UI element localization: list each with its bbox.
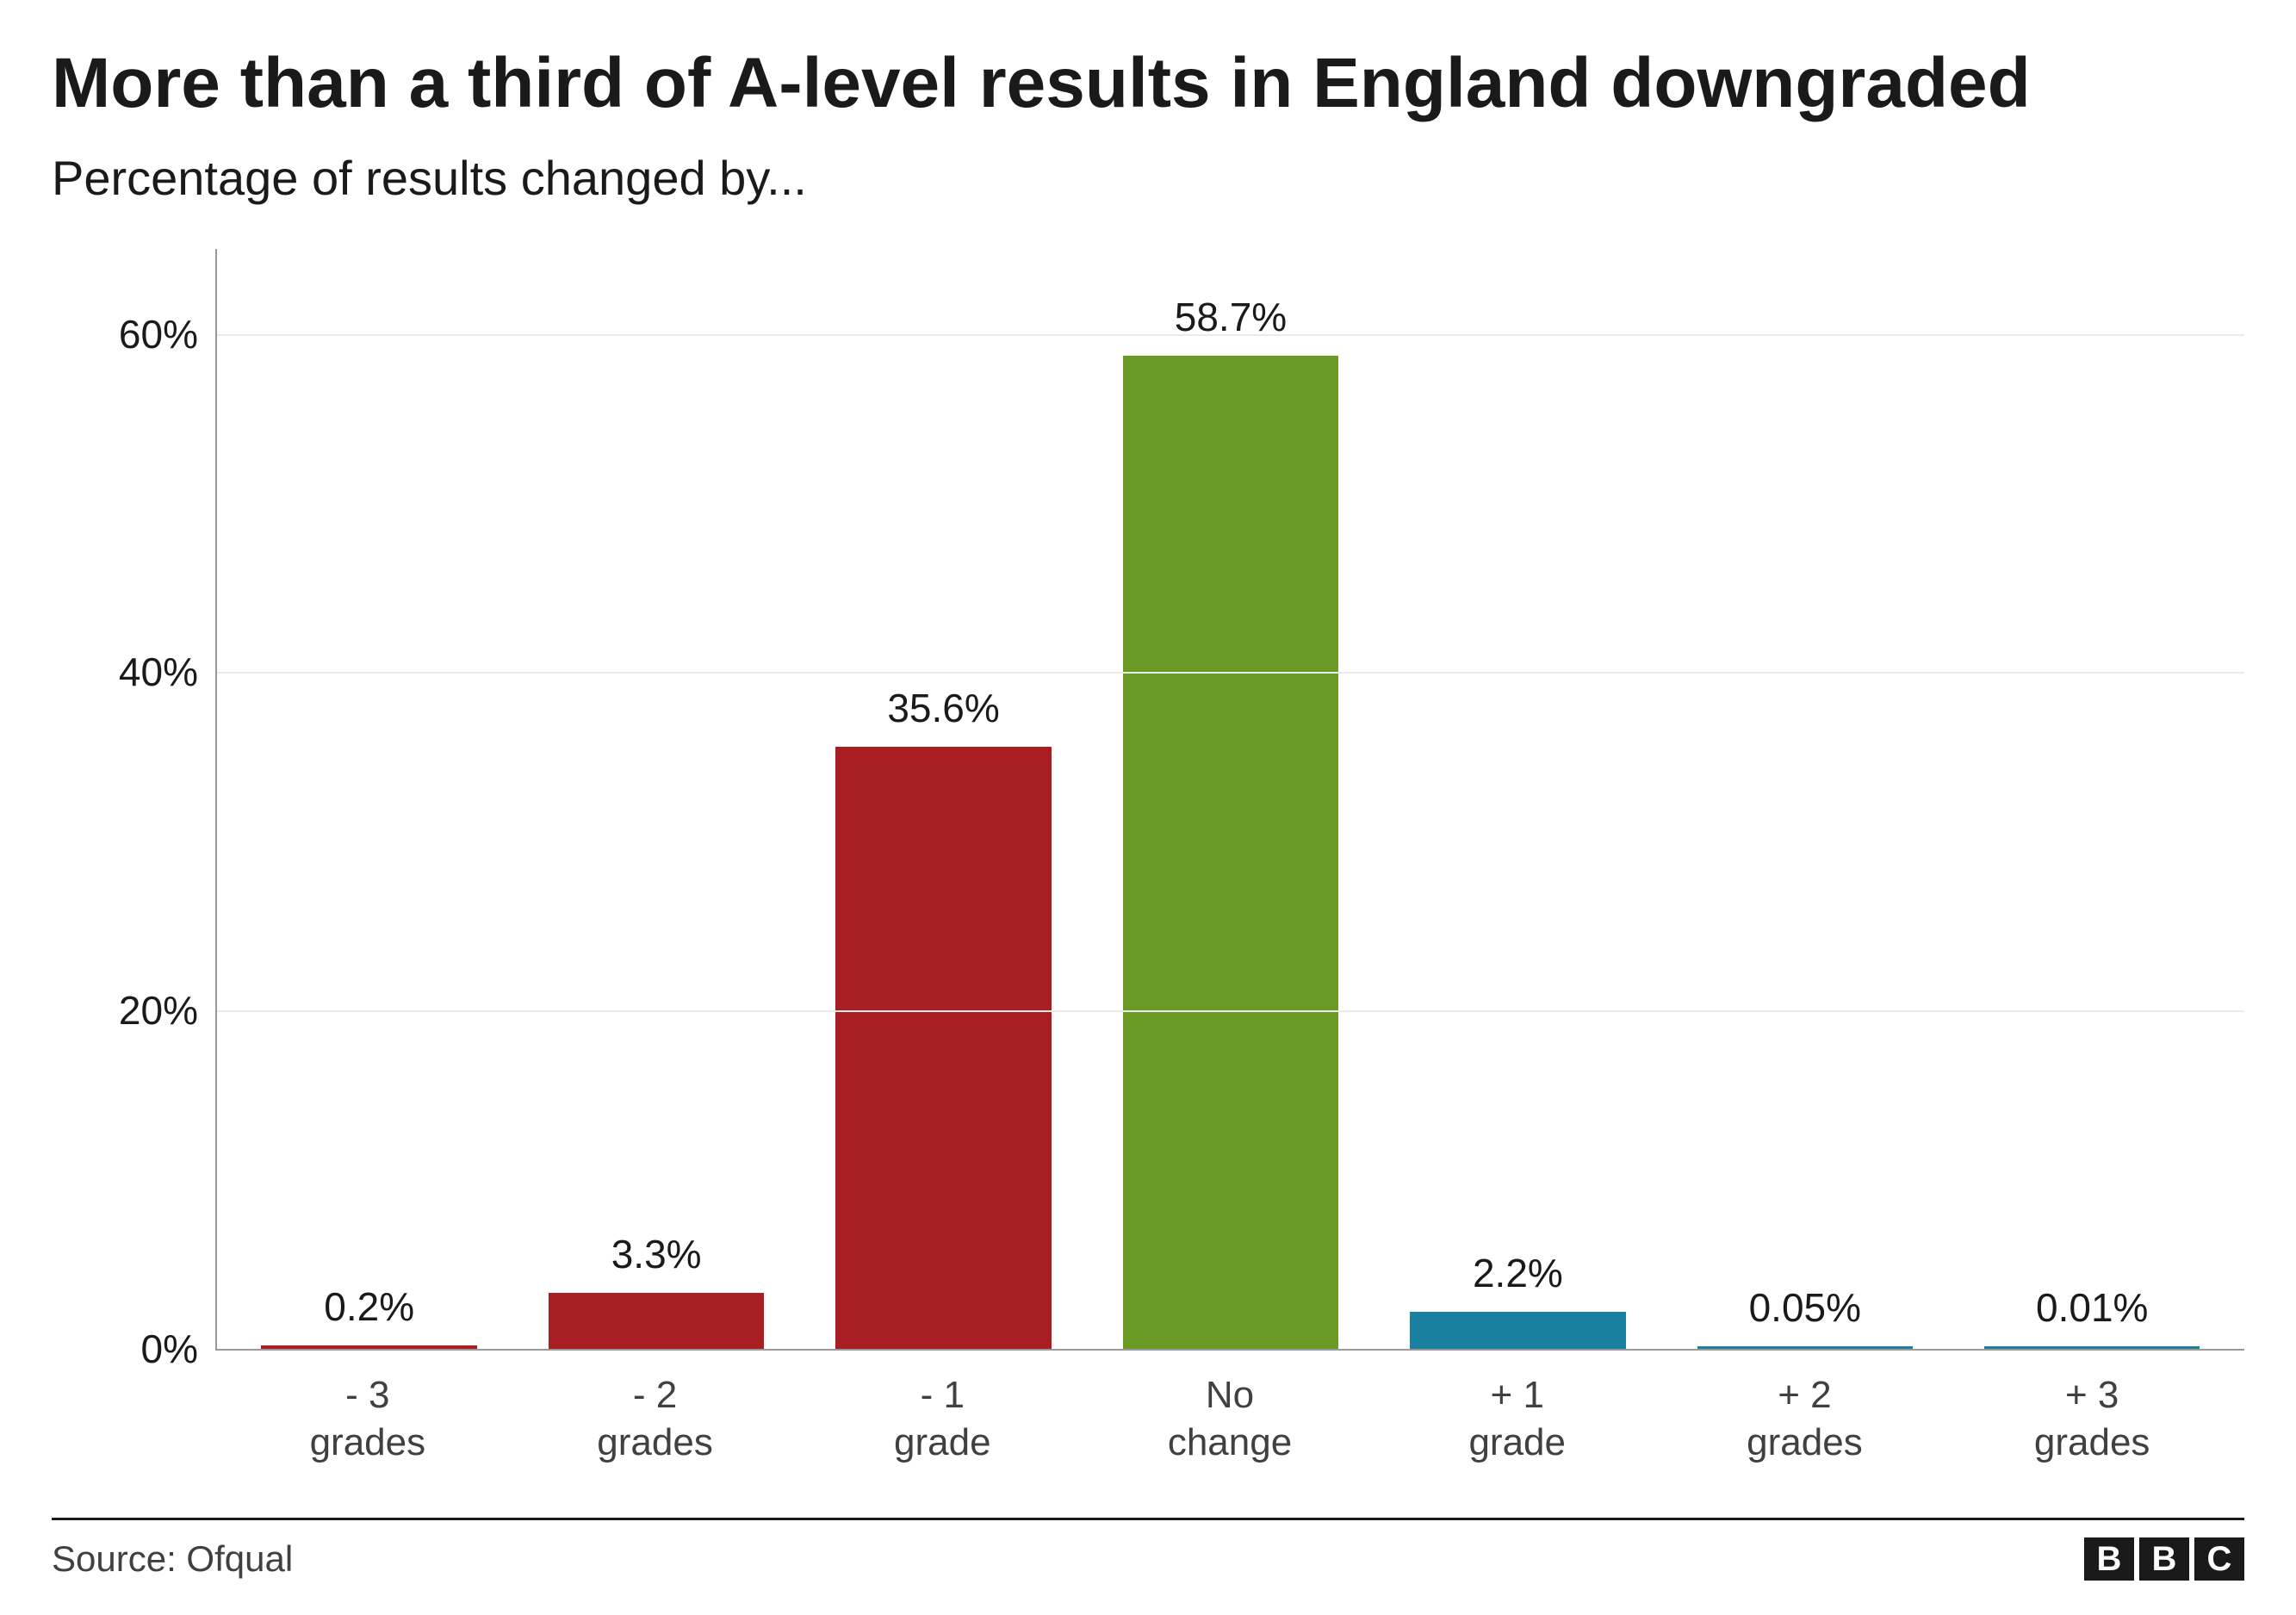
chart-area: 0%20%40%60% 0.2%3.3%35.6%58.7%2.2%0.05%0…: [52, 249, 2244, 1466]
bbc-logo: BBC: [2084, 1537, 2244, 1581]
bar: [1410, 1312, 1625, 1349]
x-tick-label: + 3grades: [1948, 1351, 2236, 1466]
y-axis: 0%20%40%60%: [52, 249, 215, 1349]
bar: [1984, 1346, 2200, 1349]
bbc-logo-letter: B: [2139, 1537, 2189, 1581]
bar-value-label: 2.2%: [1473, 1250, 1563, 1296]
bar-slot: 2.2%: [1374, 249, 1661, 1349]
bar-slot: 0.2%: [226, 249, 512, 1349]
y-tick-label: 60%: [119, 311, 198, 357]
gridline: [217, 334, 2244, 336]
chart-footer: Source: Ofqual BBC: [52, 1518, 2244, 1581]
chart-subtitle: Percentage of results changed by...: [52, 150, 2244, 206]
bar-value-label: 35.6%: [887, 685, 999, 731]
gridline: [217, 1010, 2244, 1012]
bar-slot: 35.6%: [800, 249, 1087, 1349]
x-tick-label: - 2grades: [512, 1351, 799, 1466]
bar-slot: 3.3%: [512, 249, 799, 1349]
bar: [549, 1293, 764, 1349]
x-tick-label: + 2grades: [1661, 1351, 1949, 1466]
bar-slot: 0.01%: [1949, 249, 2236, 1349]
x-tick-label: - 3grades: [224, 1351, 512, 1466]
bar: [835, 747, 1051, 1349]
plot-region: 0.2% 3.3% 35.6% 58.7% 2.2% 0.05% 0.01%: [215, 249, 2244, 1349]
bar-value-label: 0.05%: [1749, 1284, 1861, 1331]
bar: [1123, 356, 1338, 1349]
chart-title: More than a third of A-level results in …: [52, 43, 2244, 124]
bar-slot: 0.05%: [1661, 249, 1948, 1349]
bar-value-label: 0.01%: [2036, 1284, 2148, 1331]
bar: [1697, 1346, 1913, 1349]
bar: [261, 1345, 476, 1349]
y-tick-label: 20%: [119, 987, 198, 1034]
gridline: [217, 672, 2244, 674]
bbc-logo-letter: C: [2194, 1537, 2244, 1581]
y-tick-label: 40%: [119, 649, 198, 695]
y-tick-label: 0%: [141, 1326, 198, 1372]
bars-container: 0.2% 3.3% 35.6% 58.7% 2.2% 0.05% 0.01%: [217, 249, 2244, 1349]
x-tick-label: Nochange: [1086, 1351, 1374, 1466]
x-tick-label: - 1grade: [798, 1351, 1086, 1466]
x-tick-label: + 1grade: [1374, 1351, 1661, 1466]
bar-value-label: 3.3%: [611, 1231, 702, 1277]
bar-slot: 58.7%: [1087, 249, 1374, 1349]
bbc-logo-letter: B: [2084, 1537, 2134, 1581]
bar-value-label: 0.2%: [324, 1283, 414, 1330]
x-axis: - 3grades- 2grades- 1gradeNochange+ 1gra…: [215, 1349, 2244, 1466]
source-label: Source: Ofqual: [52, 1538, 293, 1580]
